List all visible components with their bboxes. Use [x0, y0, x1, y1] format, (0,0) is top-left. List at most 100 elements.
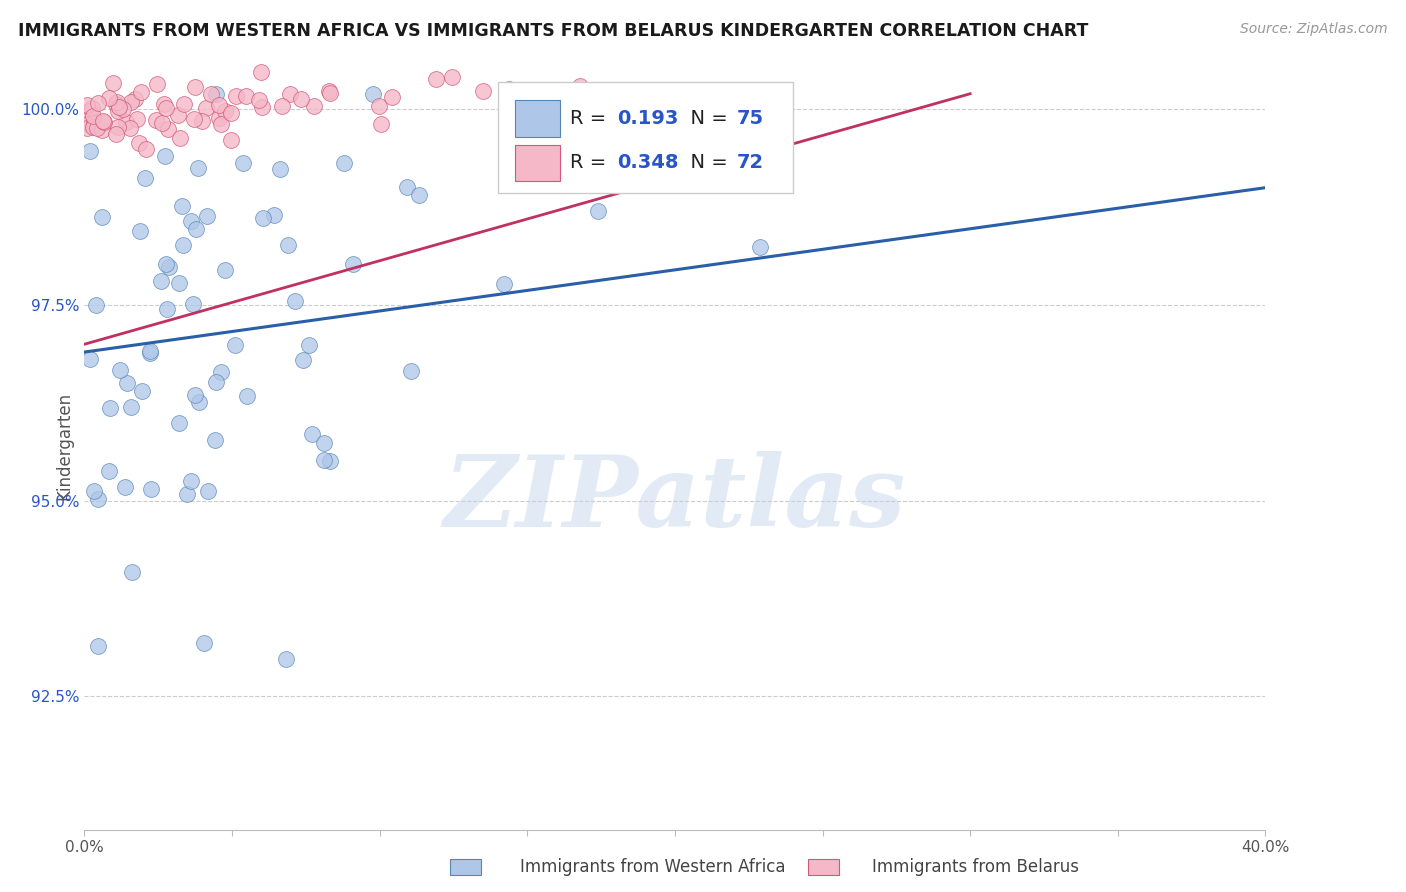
Point	[82, 120, 104, 134]
Point	[120, 400, 142, 414]
Point	[98, 91, 121, 105]
Point	[624, 87, 647, 101]
Point	[115, 376, 138, 391]
Point	[271, 99, 294, 113]
Point	[80, 118, 103, 132]
Point	[224, 338, 246, 352]
Point	[214, 104, 236, 119]
Point	[204, 433, 226, 447]
FancyBboxPatch shape	[498, 81, 793, 193]
Point	[263, 208, 285, 222]
Point	[125, 112, 148, 126]
Point	[236, 389, 259, 403]
Point	[176, 487, 198, 501]
Point	[150, 274, 173, 288]
Point	[169, 276, 191, 290]
Point	[76, 121, 98, 136]
Point	[205, 375, 228, 389]
Point	[108, 363, 131, 377]
Point	[425, 72, 447, 87]
Point	[76, 113, 98, 128]
Point	[342, 257, 364, 271]
Point	[183, 388, 205, 402]
Point	[105, 96, 128, 111]
Point	[319, 453, 342, 467]
Point	[214, 263, 236, 277]
Point	[128, 136, 150, 150]
Point	[312, 452, 335, 467]
Point	[118, 121, 141, 136]
Text: 75: 75	[737, 109, 763, 128]
Point	[204, 87, 226, 101]
Point	[139, 346, 162, 360]
Point	[124, 92, 146, 106]
Point	[318, 83, 340, 97]
Point	[86, 120, 108, 135]
Point	[568, 79, 591, 94]
Point	[129, 85, 152, 99]
Point	[139, 344, 162, 359]
Point	[269, 161, 291, 176]
Point	[221, 106, 243, 120]
Point	[278, 87, 301, 101]
Point	[187, 161, 209, 175]
Point	[135, 142, 157, 156]
Point	[319, 86, 342, 100]
Point	[77, 104, 100, 119]
Point	[395, 180, 418, 194]
Point	[208, 97, 231, 112]
Point	[128, 224, 150, 238]
Point	[90, 123, 112, 137]
Point	[235, 88, 257, 103]
Point	[107, 120, 129, 134]
Point	[200, 87, 222, 102]
Point	[547, 87, 569, 101]
Point	[155, 101, 177, 115]
Point	[195, 209, 218, 223]
Point	[76, 98, 98, 112]
Point	[86, 297, 108, 311]
Point	[157, 122, 180, 136]
Point	[83, 116, 105, 130]
Point	[86, 96, 108, 111]
Point	[188, 394, 211, 409]
Point	[370, 117, 392, 131]
Point	[172, 237, 194, 252]
Point	[498, 87, 520, 101]
Point	[249, 64, 271, 78]
Point	[292, 353, 315, 368]
Point	[250, 100, 273, 114]
Point	[225, 89, 247, 103]
Text: Source: ZipAtlas.com: Source: ZipAtlas.com	[1240, 22, 1388, 37]
Point	[605, 102, 627, 116]
Point	[441, 70, 464, 84]
Point	[107, 95, 129, 109]
Point	[170, 199, 193, 213]
Bar	[516, 100, 561, 136]
Text: 72: 72	[737, 153, 763, 172]
Point	[156, 301, 179, 316]
Point	[145, 112, 167, 127]
Point	[108, 100, 131, 114]
Point	[79, 351, 101, 366]
Text: IMMIGRANTS FROM WESTERN AFRICA VS IMMIGRANTS FROM BELARUS KINDERGARTEN CORRELATI: IMMIGRANTS FROM WESTERN AFRICA VS IMMIGR…	[18, 22, 1088, 40]
Point	[368, 99, 391, 113]
Point	[111, 102, 134, 116]
Point	[167, 417, 190, 431]
Point	[284, 294, 307, 309]
Point	[153, 96, 176, 111]
Point	[79, 144, 101, 158]
Point	[498, 82, 520, 96]
Point	[115, 115, 138, 129]
Point	[361, 87, 384, 101]
Bar	[516, 145, 561, 181]
Point	[290, 92, 312, 106]
Text: ZIPatlas: ZIPatlas	[444, 451, 905, 548]
Point	[139, 482, 162, 496]
Point	[107, 104, 129, 119]
Point	[274, 652, 297, 666]
Point	[181, 297, 204, 311]
Point	[82, 101, 104, 115]
Point	[103, 76, 125, 90]
Point	[471, 84, 494, 98]
